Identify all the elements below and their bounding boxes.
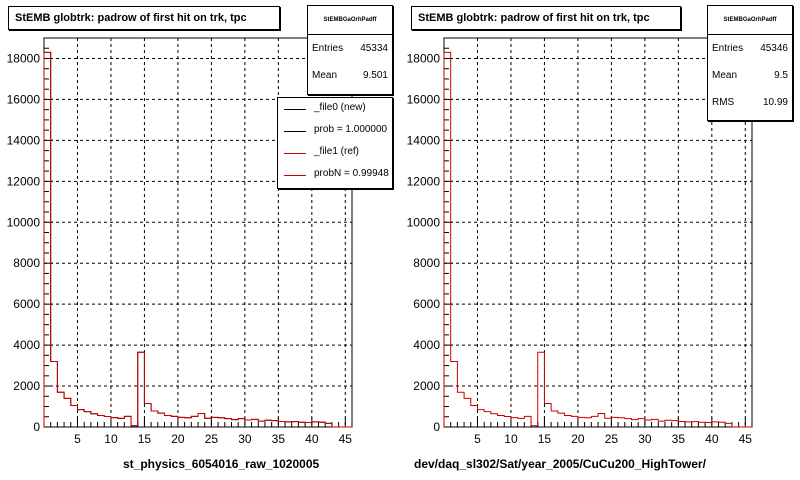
legend-entry-prob: prob = 1.000000 bbox=[278, 120, 392, 142]
right-rms-label: RMS bbox=[712, 97, 735, 108]
right-x-tick-label: 35 bbox=[672, 432, 686, 446]
left-x-tick-label: 30 bbox=[238, 432, 252, 446]
right-rms-value: 10.99 bbox=[762, 97, 788, 108]
left-mean-label: Mean bbox=[312, 70, 338, 81]
left-x-tick-label: 40 bbox=[305, 432, 319, 446]
legend-label: _file1 (ref) bbox=[314, 146, 360, 157]
right-y-tick-label: 14000 bbox=[407, 133, 441, 147]
right-x-tick-label: 30 bbox=[638, 432, 652, 446]
right-x-tick-label: 40 bbox=[705, 432, 719, 446]
left-y-tick-label: 16000 bbox=[7, 92, 41, 106]
left-x-tick-label: 35 bbox=[272, 432, 286, 446]
legend-label: _file0 (new) bbox=[314, 102, 366, 113]
left-x-axis-label: st_physics_6054016_raw_1020005 bbox=[123, 457, 320, 471]
left-chart-title: StEMB globtrk: padrow of first hit on tr… bbox=[8, 6, 280, 30]
right-y-tick-label: 10000 bbox=[407, 215, 441, 229]
left-y-tick-label: 18000 bbox=[7, 51, 41, 65]
left-legend: _file0 (new) prob = 1.000000 _file1 (ref… bbox=[277, 97, 393, 189]
legend-label: probN = 0.99948 bbox=[314, 168, 389, 179]
left-y-tick-label: 2000 bbox=[13, 379, 40, 393]
left-y-tick-label: 12000 bbox=[7, 174, 41, 188]
left-y-tick-label: 0 bbox=[33, 420, 40, 434]
right-stats-box: StEMBGaOrhPadff Entries 45346 Mean 9.5 RMS… bbox=[707, 5, 793, 121]
left-x-tick-label: 20 bbox=[171, 432, 185, 446]
left-x-tick-label: 10 bbox=[104, 432, 118, 446]
legend-label: prob = 1.000000 bbox=[314, 124, 388, 135]
right-y-tick-label: 16000 bbox=[407, 92, 441, 106]
left-y-tick-label: 8000 bbox=[13, 256, 40, 270]
right-series-0-line bbox=[443, 51, 752, 428]
legend-entry-file1: _file1 (ref) bbox=[278, 142, 392, 164]
left-x-tick-label: 5 bbox=[74, 432, 81, 446]
left-y-tick-label: 6000 bbox=[13, 297, 40, 311]
right-chart-title: StEMB globtrk: padrow of first hit on tr… bbox=[411, 6, 681, 30]
right-x-tick-label: 5 bbox=[474, 432, 481, 446]
right-y-tick-label: 6000 bbox=[413, 297, 440, 311]
right-x-tick-label: 10 bbox=[504, 432, 518, 446]
right-mean-label: Mean bbox=[712, 70, 738, 81]
right-y-tick-label: 4000 bbox=[413, 338, 440, 352]
right-y-tick-label: 0 bbox=[433, 420, 440, 434]
right-entries-value: 45346 bbox=[760, 43, 788, 54]
right-plot-frame bbox=[443, 37, 753, 428]
left-entries-label: Entries bbox=[312, 43, 344, 54]
right-histogram-plot: 5 10 15 20 25 30 35 40 45 2000 4000 6000 8000 10000 12… bbox=[407, 37, 753, 446]
right-x-tick-label: 25 bbox=[605, 432, 619, 446]
left-entries-value: 45334 bbox=[360, 43, 388, 54]
left-y-tick-label: 14000 bbox=[7, 133, 41, 147]
left-series-1-line bbox=[43, 51, 352, 428]
right-x-tick-label: 45 bbox=[739, 432, 753, 446]
left-x-tick-label: 25 bbox=[205, 432, 219, 446]
left-mean-value: 9.501 bbox=[362, 70, 388, 81]
legend-entry-probn: probN = 0.99948 bbox=[278, 164, 392, 186]
left-stats-header: StEMBGaOrhPadff bbox=[308, 6, 392, 35]
left-y-tick-label: 4000 bbox=[13, 338, 40, 352]
right-mean-value: 9.5 bbox=[774, 70, 788, 81]
right-x-axis-label: dev/daq_sl302/Sat/year_2005/CuCu200_High… bbox=[414, 457, 706, 471]
right-y-tick-label: 2000 bbox=[413, 379, 440, 393]
left-stats-box: StEMBGaOrhPadff Entries 45334 Mean 9.501 bbox=[307, 5, 393, 95]
legend-entry-file0: _file0 (new) bbox=[278, 98, 392, 120]
right-y-tick-label: 18000 bbox=[407, 51, 441, 65]
right-y-tick-label: 12000 bbox=[407, 174, 441, 188]
right-x-tick-label: 20 bbox=[571, 432, 585, 446]
right-x-tick-label: 15 bbox=[538, 432, 552, 446]
left-x-tick-label: 15 bbox=[138, 432, 152, 446]
left-x-tick-label: 45 bbox=[339, 432, 353, 446]
right-stats-header: StEMBGaOrhPadff bbox=[708, 6, 792, 35]
left-y-tick-label: 10000 bbox=[7, 215, 41, 229]
right-y-tick-label: 8000 bbox=[413, 256, 440, 270]
right-entries-label: Entries bbox=[712, 43, 744, 54]
